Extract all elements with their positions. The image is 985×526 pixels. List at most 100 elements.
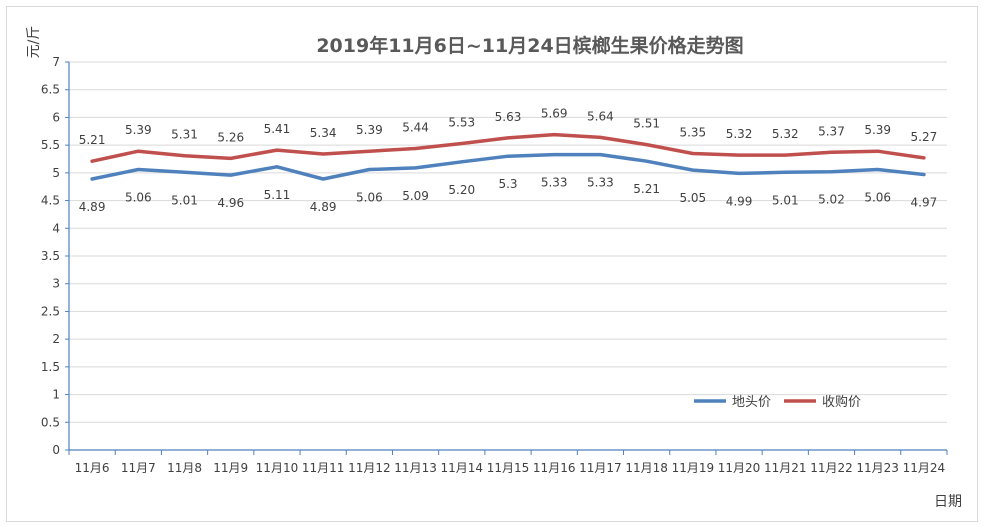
data-label: 5.01 [772, 193, 799, 207]
x-tick-label: 11月9 [213, 461, 248, 475]
y-tick-label: 5.5 [41, 138, 60, 152]
data-label: 5.34 [310, 126, 337, 140]
x-tick-label: 11月13 [394, 461, 437, 475]
data-point [506, 154, 510, 158]
data-label: 5.53 [448, 115, 475, 129]
y-tick-label: 2 [52, 332, 60, 346]
data-label: 5.32 [726, 127, 753, 141]
data-point [414, 166, 418, 170]
x-tick-label: 11月14 [441, 461, 484, 475]
data-point [275, 165, 279, 169]
data-point [367, 168, 371, 172]
x-tick-label: 11月20 [718, 461, 761, 475]
y-tick-label: 2.5 [41, 304, 60, 318]
data-point [229, 156, 233, 160]
data-point [136, 168, 140, 172]
y-tick-label: 3 [52, 277, 60, 291]
data-label: 4.89 [79, 200, 106, 214]
y-tick-label: 6.5 [41, 83, 60, 97]
data-point [321, 152, 325, 156]
data-label: 5.33 [587, 176, 614, 190]
series-layer: 4.895.06 5.01 4.965.114.895.06 5.09 5.20 5.3 5… [79, 107, 938, 214]
data-label: 4.89 [310, 200, 337, 214]
data-label: 5.01 [171, 193, 198, 207]
data-label: 4.97 [911, 196, 938, 210]
data-label: 5.39 [864, 123, 891, 137]
data-label: 5.35 [679, 125, 706, 139]
data-label: 5.51 [633, 117, 660, 131]
x-axis-title: 日期 [934, 494, 962, 510]
data-point [460, 141, 464, 145]
y-tick-label: 1 [52, 388, 60, 402]
data-label: 5.39 [125, 123, 152, 137]
x-tick-label: 11月10 [256, 461, 299, 475]
x-tick-label: 11月15 [487, 461, 530, 475]
x-tick-label: 11月6 [75, 461, 110, 475]
data-label: 5.41 [264, 122, 291, 136]
axis-ticks: 0 0.5 1 1.5 2 2.5 3 3.5 4 4.5 5 5.5 6 6.5 7 11月6 11月7 11月… [41, 55, 948, 475]
data-label: 5.39 [356, 123, 383, 137]
y-tick-label: 1.5 [41, 360, 60, 374]
data-point [691, 151, 695, 155]
chart-frame [6, 6, 978, 522]
data-label: 5.37 [818, 124, 845, 138]
x-tick-label: 11月17 [579, 461, 622, 475]
data-label: 5.31 [171, 128, 198, 142]
y-tick-label: 0 [52, 443, 60, 457]
data-point [645, 159, 649, 163]
data-point [922, 173, 926, 177]
data-label: 5.06 [356, 191, 383, 205]
data-point [321, 177, 325, 181]
data-point [275, 148, 279, 152]
data-point [90, 159, 94, 163]
data-point [691, 168, 695, 172]
y-tick-label: 0.5 [41, 415, 60, 429]
y-tick-label: 4.5 [41, 194, 60, 208]
data-label: 5.63 [495, 110, 522, 124]
data-label: 5.3 [498, 177, 517, 191]
data-point [783, 153, 787, 157]
x-tick-label: 11月16 [533, 461, 576, 475]
y-tick-label: 3.5 [41, 249, 60, 263]
data-label: 5.11 [264, 188, 291, 202]
data-point [598, 135, 602, 139]
x-tick-label: 11月21 [764, 461, 807, 475]
legend: 地头价 收购价 [694, 394, 861, 410]
data-point [183, 154, 187, 158]
data-label: 5.33 [541, 176, 568, 190]
data-point [783, 170, 787, 174]
data-label: 5.32 [772, 127, 799, 141]
data-point [229, 173, 233, 177]
x-tick-label: 11月7 [121, 461, 156, 475]
data-point [598, 153, 602, 157]
chart-title: 2019年11月6日~11月24日槟榔生果价格走势图 [316, 34, 743, 57]
data-label: 5.69 [541, 107, 568, 121]
data-label: 4.99 [726, 194, 753, 208]
x-tick-label: 11月8 [167, 461, 202, 475]
data-label: 5.06 [125, 191, 152, 205]
data-label: 4.96 [217, 196, 244, 210]
data-point [552, 153, 556, 157]
x-tick-label: 11月24 [903, 461, 946, 475]
data-point [645, 143, 649, 147]
data-point [737, 153, 741, 157]
data-point [876, 149, 880, 153]
data-point [136, 149, 140, 153]
data-label: 5.26 [217, 130, 244, 144]
x-tick-label: 11月18 [625, 461, 668, 475]
y-tick-label: 7 [52, 55, 60, 69]
data-label: 5.02 [818, 193, 845, 207]
y-tick-label: 6 [52, 110, 60, 124]
x-tick-label: 11月11 [302, 461, 345, 475]
data-point [367, 149, 371, 153]
data-label: 5.21 [79, 133, 106, 147]
x-tick-label: 11月23 [856, 461, 899, 475]
legend-label-2: 收购价 [822, 394, 861, 410]
data-point [460, 160, 464, 164]
data-point [552, 133, 556, 137]
data-point [506, 136, 510, 140]
y-axis-title: 元/斤 [26, 26, 42, 59]
x-tick-label: 11月22 [810, 461, 853, 475]
data-point [414, 146, 418, 150]
data-label: 5.06 [864, 191, 891, 205]
